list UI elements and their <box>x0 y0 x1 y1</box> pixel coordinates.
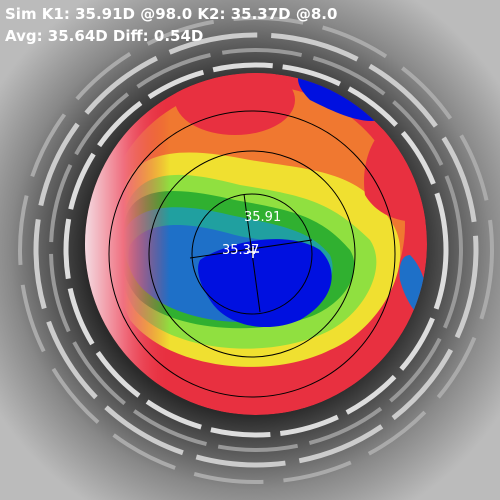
k2-axis-label: 35.37 <box>222 243 259 258</box>
sim-k-readout: Sim K1: 35.91D @98.0 K2: 35.37D @8.0 <box>5 5 337 23</box>
placido-rings <box>18 16 494 484</box>
k1-axis-label: 35.91 <box>244 210 281 225</box>
center-marker <box>247 246 259 258</box>
color-map <box>85 73 427 415</box>
avg-diff-readout: Avg: 35.64D Diff: 0.54D <box>5 27 203 45</box>
zone-circles <box>108 110 396 398</box>
